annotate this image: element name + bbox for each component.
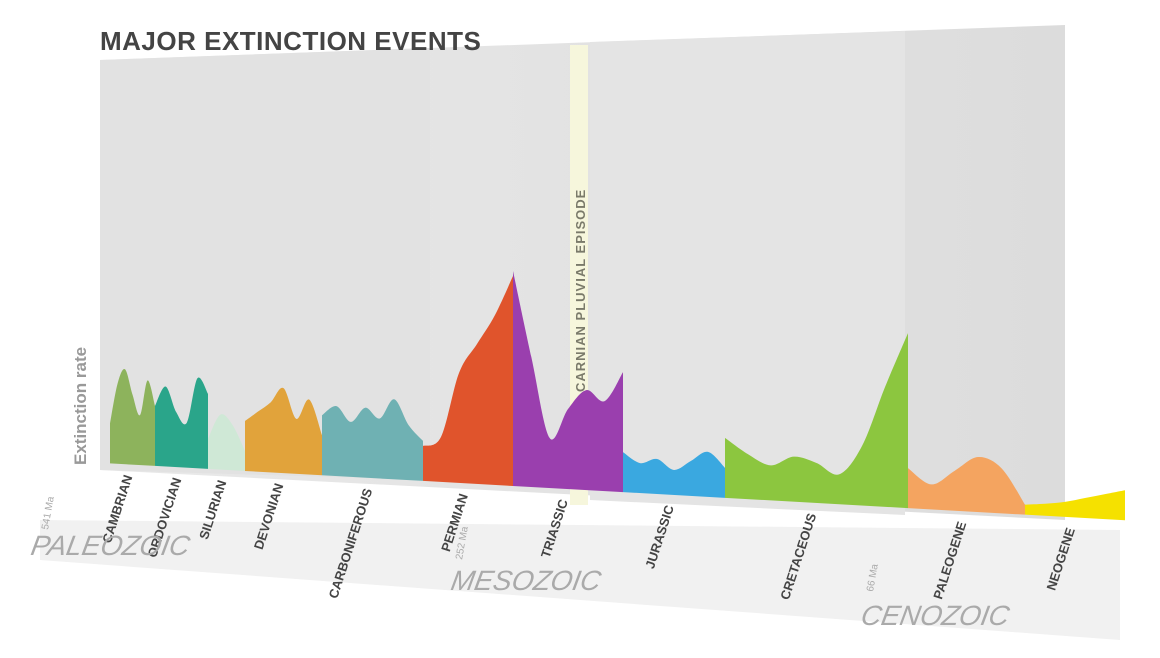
era-panel xyxy=(100,48,430,480)
carnian-strip xyxy=(570,45,588,505)
date-label: 66 Ma xyxy=(865,563,881,593)
era-label: PALEOZOIC xyxy=(29,529,193,561)
era-label: CENOZOIC xyxy=(859,599,1013,631)
period-area xyxy=(110,368,155,466)
era-label: MESOZOIC xyxy=(449,564,604,596)
period-area xyxy=(725,333,908,509)
period-area xyxy=(155,377,208,469)
period-area xyxy=(908,456,1025,515)
era-panel xyxy=(590,31,905,515)
y-axis-label: Extinction rate xyxy=(71,347,90,465)
period-area xyxy=(623,451,725,498)
period-area xyxy=(322,399,423,481)
annotation: CARNIAN PLUVIAL EPISODE xyxy=(573,189,588,392)
period-area xyxy=(513,270,623,493)
period-area xyxy=(1025,490,1125,521)
title: MAJOR EXTINCTION EVENTS xyxy=(100,26,481,56)
label-band xyxy=(40,520,1120,640)
period-area xyxy=(245,387,322,476)
extinction-curve xyxy=(110,270,1125,521)
period-area xyxy=(208,414,245,471)
period-area xyxy=(423,275,513,486)
